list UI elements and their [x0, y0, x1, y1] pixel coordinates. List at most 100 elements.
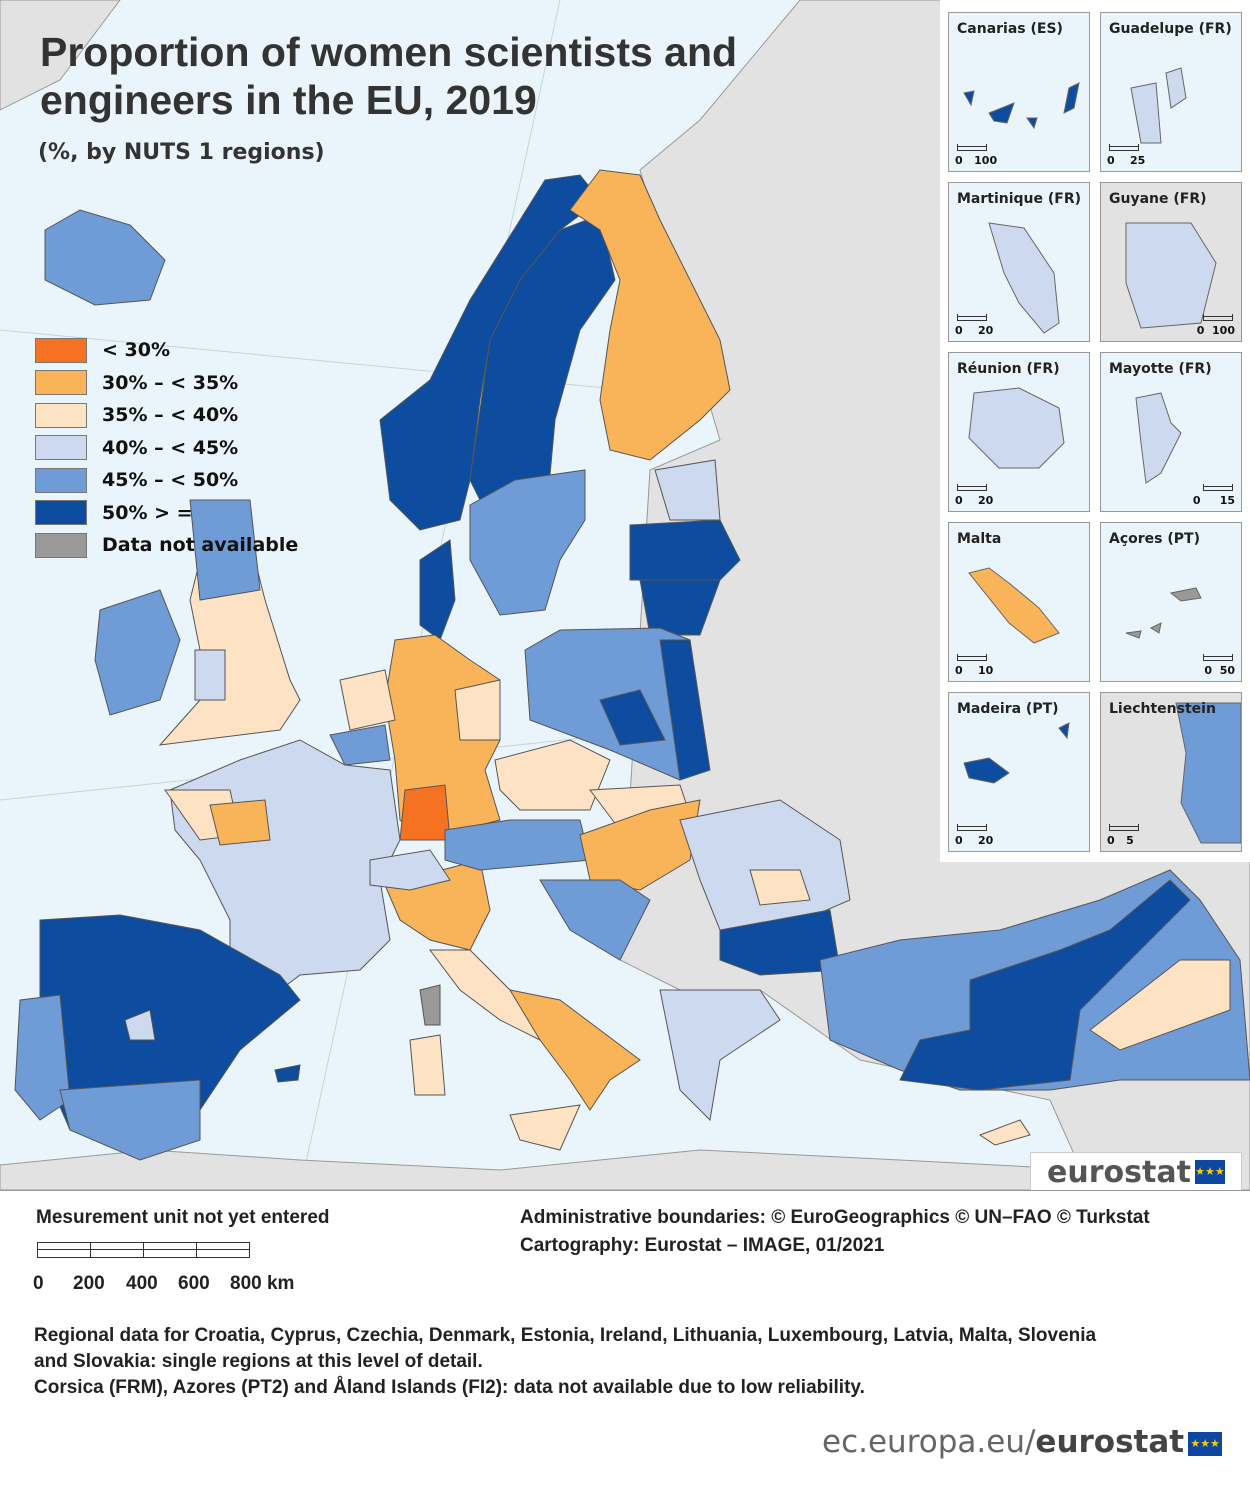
note-line-2: and Slovakia: single regions at this lev… [34, 1351, 483, 1372]
inset-scale-bar [957, 314, 987, 321]
legend-item: 40% – < 45% [35, 432, 298, 465]
note-line-3: Corsica (FRM), Azores (PT2) and Åland Is… [34, 1377, 865, 1398]
inset-map: Guyane (FR) 0 100 [1100, 182, 1242, 342]
region-greece [659, 989, 781, 1122]
legend-label: 45% – < 50% [102, 469, 239, 492]
legend-item: 45% – < 50% [35, 464, 298, 497]
inset-title: Martinique (FR) [957, 191, 1082, 207]
region-poland-east [659, 639, 711, 781]
inset-region [1063, 82, 1080, 114]
region-sardinia [409, 1034, 446, 1096]
inset-map: Madeira (PT) 0 20 [948, 692, 1090, 852]
scale-label-200: 200 [73, 1273, 105, 1294]
eu-flag-icon: ★★★ [1194, 1160, 1225, 1184]
inset-title: Malta [957, 531, 1002, 547]
region-madrid [124, 1009, 156, 1041]
inset-region [1175, 702, 1241, 844]
scale-label-0: 0 [33, 1273, 44, 1294]
inset-scale-bar [1109, 144, 1139, 151]
legend-swatch [35, 435, 87, 461]
region-belgium [329, 724, 391, 766]
inset-map: Liechtenstein 0 5 [1100, 692, 1242, 852]
region-ireland [94, 589, 181, 716]
legend-label: 35% – < 40% [102, 404, 239, 427]
inset-scale-label: 0 20 [955, 834, 994, 847]
map: Proportion of women scientists and engin… [0, 0, 1250, 1192]
inset-map: Açores (PT) 0 50 [1100, 522, 1242, 682]
inset-region [1169, 587, 1202, 602]
legend-swatch [35, 467, 87, 493]
inset-title: Canarias (ES) [957, 21, 1063, 37]
inset-title: Liechtenstein [1109, 701, 1216, 717]
inset-map: Canarias (ES) 0 100 [948, 12, 1090, 172]
eu-flag-icon: ★★★ [1188, 1431, 1223, 1456]
region-cyprus [978, 1119, 1031, 1146]
region-italy-south [508, 989, 641, 1111]
region-sweden-north [469, 214, 616, 511]
credits-cartography: Cartography: Eurostat – IMAGE, 01/2021 [520, 1235, 885, 1256]
scale-label-400: 400 [126, 1273, 158, 1294]
inset-scale-label: 0 15 [1192, 494, 1235, 507]
region-balearic [274, 1064, 301, 1083]
region-sweden-south [469, 469, 586, 616]
region-corsica [419, 984, 441, 1026]
credits-boundaries: Administrative boundaries: © EuroGeograp… [520, 1207, 1150, 1228]
inset-scale-bar [1109, 824, 1139, 831]
scale-label-800: 800 km [230, 1273, 295, 1294]
inset-scale-label: 0 25 [1107, 154, 1146, 167]
note-line-1: Regional data for Croatia, Cyprus, Czech… [34, 1325, 1097, 1346]
map-regions [0, 0, 1250, 1190]
non-eu-land-africa [0, 1149, 1091, 1190]
inset-title: Réunion (FR) [957, 361, 1060, 377]
region-bulgaria [719, 909, 841, 976]
region-sicily [509, 1104, 581, 1151]
inset-region [1026, 117, 1038, 130]
inset-scale-bar [957, 824, 987, 831]
inset-scale-bar [1203, 314, 1233, 321]
inset-scale-label: 0 20 [955, 494, 994, 507]
inset-region [963, 757, 1010, 784]
url-bold: eurostat [1035, 1424, 1185, 1460]
unit-note: Mesurement unit not yet entered [36, 1207, 330, 1228]
legend-label: 30% – < 35% [102, 371, 239, 394]
inset-map: Réunion (FR) 0 20 [948, 352, 1090, 512]
greenland [0, 0, 121, 111]
legend-item: 35% – < 40% [35, 399, 298, 432]
inset-map: Guadelupe (FR) 0 25 [1100, 12, 1242, 172]
legend-swatch [35, 337, 87, 363]
legend-label: 40% – < 45% [102, 436, 239, 459]
region-czechia [494, 739, 611, 811]
map-title: Proportion of women scientists and engin… [40, 29, 738, 123]
inset-panel: Canarias (ES) 0 100 Guadelupe (FR) 0 25 Mart… [940, 0, 1250, 862]
legend-item: < 30% [35, 334, 298, 367]
legend-label: Data not available [102, 534, 299, 557]
inset-scale-label: 0 10 [955, 664, 994, 677]
inset-scale-label: 0 5 [1107, 834, 1134, 847]
region-turkey-dark [899, 879, 1191, 1091]
region-netherlands [339, 669, 396, 731]
region-france-centre [209, 799, 271, 846]
region-denmark [419, 539, 456, 641]
inset-title: Guyane (FR) [1109, 191, 1207, 207]
legend-item: Data not available [35, 529, 298, 562]
region-turkey-east [1089, 959, 1231, 1051]
eurostat-logo: eurostat ★★★ [1030, 1152, 1242, 1192]
scale-label-600: 600 [178, 1273, 210, 1294]
region-scotland [189, 499, 261, 601]
inset-region [1130, 82, 1162, 144]
inset-region [1149, 622, 1162, 634]
inset-region [1125, 222, 1217, 329]
legend-swatch [35, 532, 87, 558]
inset-region [1125, 630, 1142, 639]
map-subtitle: (%, by NUTS 1 regions) [38, 140, 325, 165]
inset-map: Martinique (FR) 0 20 [948, 182, 1090, 342]
eurostat-url[interactable]: ec.europa.eu/eurostat ★★★ [822, 1424, 1223, 1460]
inset-scale-bar [957, 654, 987, 661]
region-england [158, 539, 301, 746]
legend-swatch [35, 370, 87, 396]
inset-region [968, 387, 1065, 469]
legend-label: 50% > = [102, 501, 193, 524]
scale-bar [37, 1242, 250, 1258]
region-spain-south [59, 1079, 201, 1161]
region-germany-east [454, 679, 501, 741]
